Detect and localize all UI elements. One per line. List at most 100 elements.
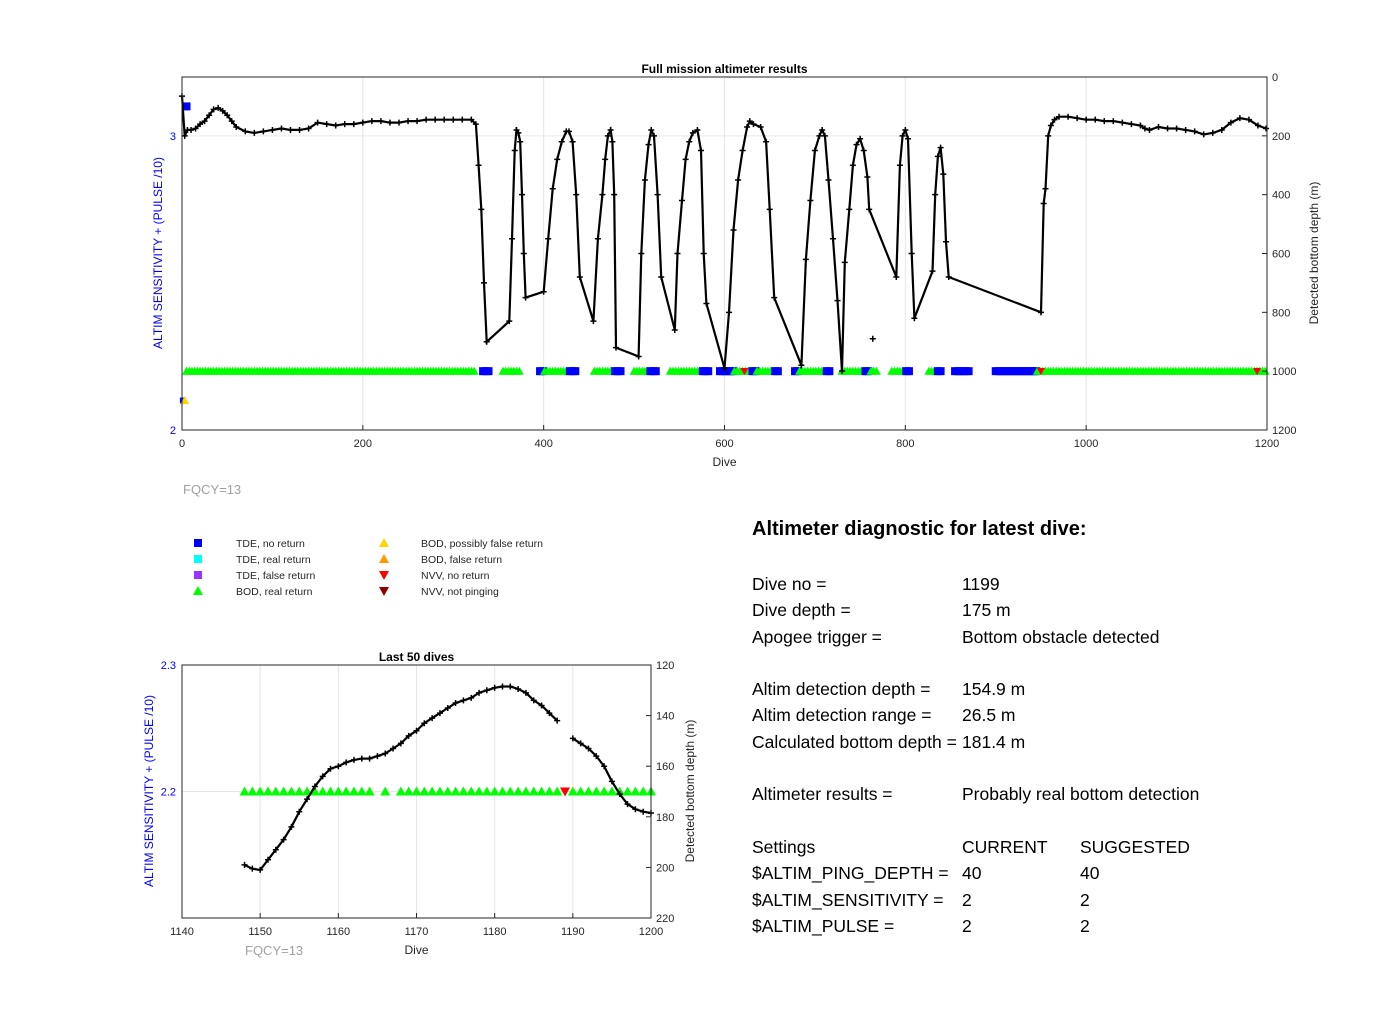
depth-point [616, 791, 623, 798]
depth-point [763, 138, 770, 145]
y-right-tick-label: 160 [656, 761, 674, 773]
nvv-no-return-marker [1253, 367, 1262, 376]
depth-point [414, 118, 421, 125]
depth-point [335, 763, 342, 770]
bod-real-return-marker [458, 786, 469, 796]
depth-point [585, 745, 592, 752]
depth-point [937, 144, 944, 151]
dive-depth-value: 175 m [962, 600, 1011, 621]
bod-real-return-marker [348, 786, 359, 796]
depth-point [608, 778, 615, 785]
bod-real-return-marker [333, 786, 344, 796]
depth-point [866, 206, 873, 213]
depth-point [650, 132, 657, 139]
y-right-tick-label: 600 [1272, 249, 1290, 261]
bod-real-return-marker [474, 786, 485, 796]
depth-point [478, 206, 485, 213]
depth-point [1191, 128, 1198, 135]
setting-suggested: 40 [1080, 863, 1100, 884]
depth-point [304, 796, 311, 803]
bod-real-return-marker [419, 786, 430, 796]
depth-point [429, 715, 436, 722]
depth-point [1245, 116, 1252, 123]
depth-point [750, 121, 757, 128]
calc-bottom-value: 181.4 m [962, 731, 1026, 752]
depth-point [1101, 118, 1108, 125]
depth-point [1047, 122, 1054, 129]
depth-point [368, 118, 375, 125]
depth-point [377, 118, 384, 125]
full-fqcy-annotation: FQCY=13 [183, 482, 241, 497]
calc-bottom-label: Calculated bottom depth = [752, 731, 957, 752]
depth-point [1128, 121, 1135, 128]
bod-real-return-marker [599, 786, 610, 796]
bod-real-return-marker [505, 786, 516, 796]
x-tick-label: 600 [715, 438, 733, 450]
depth-point [296, 808, 303, 815]
detect-depth-value: 154.9 m [962, 679, 1026, 700]
depth-point [181, 132, 188, 139]
depth-point [1137, 122, 1144, 129]
diagnostic-title: Altimeter diagnostic for latest dive: [752, 518, 1087, 540]
legend-label: TDE, no return [236, 538, 305, 550]
depth-point [632, 806, 639, 813]
depth-point [506, 318, 513, 325]
depth-point [197, 121, 204, 128]
depth-point [507, 683, 514, 690]
depth-point [735, 176, 742, 183]
depth-point [421, 720, 428, 727]
tde-no-return-marker [864, 367, 873, 376]
depth-point [739, 147, 746, 154]
setting-suggested: 2 [1080, 889, 1090, 910]
depth-point [1065, 113, 1072, 120]
depth-point [296, 126, 303, 133]
depth-point [314, 119, 321, 126]
bod-real-return-marker [450, 786, 461, 796]
depth-point [1164, 125, 1171, 132]
full-x-ticks: 0 200 400 600 800 1000 1200 [179, 425, 1279, 450]
depth-point [452, 699, 459, 706]
legend-square-marker [194, 571, 202, 579]
depth-point [943, 238, 950, 245]
bod-real-return-marker [552, 786, 563, 796]
depth-point [546, 710, 553, 717]
depth-point [569, 138, 576, 145]
suggested-label: SUGGESTED [1080, 836, 1190, 857]
depth-point [450, 116, 457, 123]
depth-point [807, 197, 814, 204]
depth-point [573, 191, 580, 198]
depth-point [1056, 113, 1063, 120]
depth-point [343, 759, 350, 766]
bod-real-return-marker [270, 786, 281, 796]
depth-point [288, 823, 295, 830]
depth-point [350, 121, 357, 128]
depth-point [483, 687, 490, 694]
small-x-ticks: 1140 1150 1160 1170 1180 1190 1200 [170, 913, 663, 938]
depth-point [860, 147, 867, 154]
depth-point [671, 326, 678, 333]
nvv-no-return-marker [560, 787, 571, 797]
bod-real-return-marker [638, 786, 649, 796]
depth-point [654, 191, 661, 198]
detect-depth-label: Altim detection depth = [752, 679, 931, 700]
tde-no-return-marker [773, 367, 782, 376]
depth-point [520, 250, 527, 257]
detect-range-label: Altim detection range = [752, 705, 932, 726]
tde-no-return-marker [704, 367, 713, 376]
depth-point [1263, 125, 1270, 132]
depth-point [902, 126, 909, 133]
depth-point [565, 128, 572, 135]
depth-point [509, 235, 516, 242]
depth-point [249, 865, 256, 872]
depth-point [1051, 116, 1058, 123]
y-right-tick-label: 120 [656, 660, 674, 672]
apogee-label: Apogee trigger = [752, 626, 882, 647]
depth-point [1155, 124, 1162, 131]
depth-point [390, 745, 397, 752]
depth-point [601, 763, 608, 770]
x-tick-label: 1200 [1255, 438, 1279, 450]
depth-point [640, 808, 647, 815]
bod-real-return-marker [513, 786, 524, 796]
depth-point [366, 755, 373, 762]
depth-point [771, 294, 778, 301]
